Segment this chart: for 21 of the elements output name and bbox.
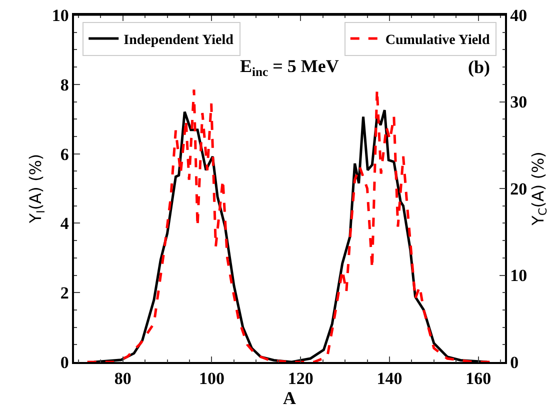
y2-tick-label: 30 [510, 92, 528, 112]
y2-tick-label: 40 [510, 6, 528, 25]
annotation: E$_{inc}$ = 5 MeV [240, 56, 339, 79]
y-tick-label: 4 [60, 214, 70, 234]
x-tick-label: 100 [198, 369, 224, 388]
y2-tick-label: 0 [510, 352, 519, 372]
y2-tick-label: 20 [510, 179, 528, 198]
y-tick-label: 6 [60, 144, 69, 164]
x-tick-label: 80 [114, 369, 132, 388]
legend-label: Independent Yield [124, 33, 234, 48]
y-tick-label: 8 [60, 75, 69, 94]
x-tick-label: 140 [376, 369, 402, 388]
x-tick-label: 120 [288, 369, 314, 388]
y2-tick-label: 10 [510, 266, 528, 286]
y-tick-label: 10 [52, 6, 69, 25]
y-tick-label: 0 [60, 352, 69, 372]
y-tick-label: 2 [60, 284, 69, 303]
x-axis-title: A [283, 388, 296, 408]
annotation: (b) [468, 57, 490, 77]
legend-label: Cumulative Yield [385, 33, 490, 48]
x-tick-label: 160 [466, 369, 492, 388]
